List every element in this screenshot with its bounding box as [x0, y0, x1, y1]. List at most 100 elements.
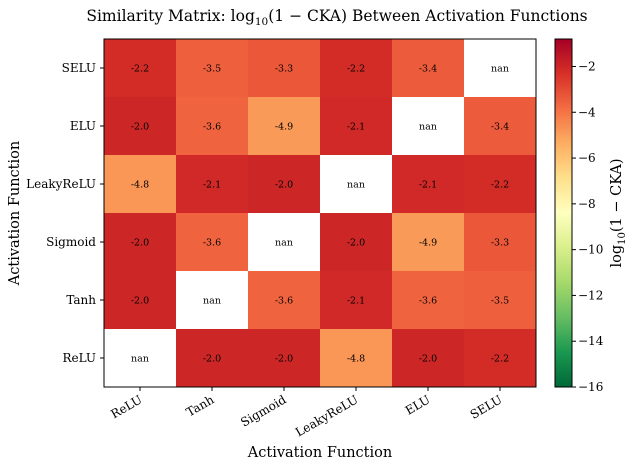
heatmap-cell — [464, 155, 537, 214]
x-tick-label: ReLU — [108, 392, 144, 421]
cell-value-label: -2.0 — [275, 354, 293, 365]
cell-value-label: nan — [491, 64, 509, 75]
heatmap-cell — [392, 213, 465, 272]
cell-value-label: -2.1 — [419, 180, 437, 191]
cell-value-label: -3.5 — [203, 64, 221, 75]
heatmap-cell — [464, 97, 537, 156]
heatmap-cell — [392, 329, 465, 388]
colorbar-tick-label: −2 — [578, 59, 596, 73]
x-tick-label: SELU — [468, 392, 505, 421]
cell-value-label: -2.0 — [131, 122, 149, 133]
y-axis-ticks: SELU ELU LeakyReLU Sigmoid Tanh ReLU — [26, 61, 104, 365]
colorbar-label-prefix: log — [609, 245, 625, 268]
colorbar-tick-label: −4 — [578, 105, 596, 119]
cell-value-label: -2.0 — [419, 354, 437, 365]
heatmap-cell — [248, 329, 321, 388]
y-tick-label: ELU — [70, 119, 96, 133]
cell-value-label: -2.1 — [347, 122, 365, 133]
heatmap-cell — [104, 39, 177, 98]
cell-value-label: -2.2 — [347, 64, 365, 75]
heatmap-cell-labels: -2.2 -3.5 -3.3 -2.2 -3.4 nan -2.0 -3.6 -4.9 -2.1 n… — [131, 64, 509, 365]
y-tick-label: ReLU — [62, 351, 96, 365]
cell-value-label: -3.4 — [419, 64, 437, 75]
chart-title: Similarity Matrix: log10(1 − CKA) Betwee… — [86, 7, 587, 28]
cell-value-label: -2.2 — [491, 180, 509, 191]
title-prefix: Similarity Matrix: log — [86, 7, 255, 25]
heatmap-cell — [464, 213, 537, 272]
heatmap-cells — [104, 39, 537, 388]
heatmap-cell — [392, 155, 465, 214]
heatmap-cell — [248, 155, 321, 214]
cell-value-label: nan — [131, 354, 149, 365]
cell-value-label: -3.3 — [275, 64, 293, 75]
heatmap-cell — [320, 39, 393, 98]
heatmap-cell — [320, 329, 393, 388]
cell-value-label: nan — [203, 296, 221, 307]
x-tick-label: ELU — [403, 392, 433, 417]
x-tick-label: Tanh — [184, 392, 217, 419]
plot-frame — [103, 38, 537, 388]
y-tick-label: LeakyReLU — [26, 177, 96, 191]
heatmap-cell — [176, 329, 249, 388]
y-tick-label: Tanh — [66, 293, 96, 307]
colorbar-tick-label: −10 — [578, 243, 603, 257]
colorbar — [554, 38, 573, 388]
heatmap-cell — [104, 329, 177, 388]
cell-value-label: -4.9 — [419, 238, 437, 249]
x-axis-ticks: ReLU Tanh Sigmoid LeakyReLU ELU SELU — [108, 387, 505, 440]
heatmap-cell — [392, 39, 465, 98]
heatmap-cell — [104, 271, 177, 330]
colorbar-ticks: −2 −4 −6 −8 −10 −12 −14 −16 — [572, 59, 604, 394]
heatmap-cell — [176, 213, 249, 272]
y-tick-label: Sigmoid — [46, 235, 96, 249]
heatmap-cell — [248, 39, 321, 98]
colorbar-tick-label: −8 — [578, 197, 596, 211]
cell-value-label: -2.0 — [275, 180, 293, 191]
title-subscript: 10 — [255, 16, 268, 28]
cell-value-label: -3.6 — [419, 296, 437, 307]
heatmap-cell — [464, 271, 537, 330]
heatmap-cell — [104, 213, 177, 272]
heatmap-cell — [176, 271, 249, 330]
cell-value-label: -2.2 — [491, 354, 509, 365]
colorbar-label-subscript: 10 — [617, 232, 628, 245]
heatmap-cell — [320, 213, 393, 272]
heatmap-cell — [104, 155, 177, 214]
cell-value-label: -2.1 — [347, 296, 365, 307]
cell-value-label: -2.0 — [347, 238, 365, 249]
cell-value-label: -4.8 — [347, 354, 365, 365]
cell-value-label: -2.0 — [131, 238, 149, 249]
colorbar-tick-label: −16 — [578, 380, 603, 394]
cell-value-label: -2.0 — [131, 296, 149, 307]
cell-value-label: -3.3 — [491, 238, 509, 249]
cell-value-label: -2.0 — [203, 354, 221, 365]
heatmap-cell — [248, 271, 321, 330]
cell-value-label: -3.6 — [203, 238, 221, 249]
heatmap-cell — [320, 97, 393, 156]
heatmap-cell — [104, 97, 177, 156]
y-tick-label: SELU — [62, 61, 96, 75]
colorbar-label: log10(1 − CKA) — [609, 158, 628, 267]
colorbar-tick-label: −12 — [578, 288, 603, 302]
colorbar-tick-label: −14 — [578, 334, 604, 348]
heatmap-cell — [320, 155, 393, 214]
heatmap-cell — [248, 97, 321, 156]
heatmap-cell — [392, 97, 465, 156]
heatmap-cell — [176, 155, 249, 214]
y-axis-label: Activation Function — [7, 141, 23, 286]
colorbar-label-suffix: (1 − CKA) — [609, 158, 625, 232]
cell-value-label: nan — [275, 238, 293, 249]
x-tick-label: Sigmoid — [238, 392, 288, 429]
heatmap-cell — [464, 329, 537, 388]
title-suffix: (1 − CKA) Between Activation Functions — [268, 7, 587, 25]
x-axis-label: Activation Function — [247, 445, 392, 461]
colorbar-tick-label: −6 — [578, 151, 596, 165]
heatmap-cell — [176, 39, 249, 98]
heatmap-cell — [176, 97, 249, 156]
cell-value-label: -4.9 — [275, 122, 293, 133]
cell-value-label: -4.8 — [131, 180, 149, 191]
heatmap-cell — [320, 271, 393, 330]
cell-value-label: -3.6 — [275, 296, 293, 307]
heatmap-cell — [392, 271, 465, 330]
